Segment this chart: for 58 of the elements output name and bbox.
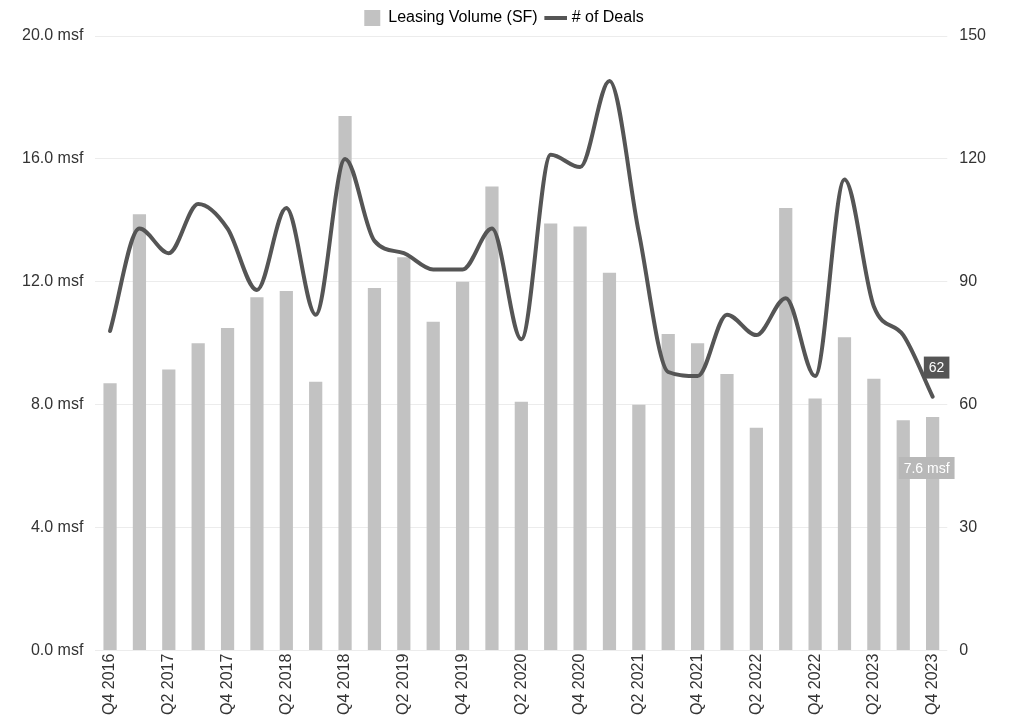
bar [720,374,734,651]
x-tick-label: Q2 2023 [864,653,882,716]
legend-label: Leasing Volume (SF) [388,8,538,26]
bar [749,427,763,651]
x-tick-label: Q2 2019 [394,653,412,716]
bar [544,223,558,651]
bar [602,272,617,651]
bar [455,281,470,651]
y-tick-label: 16.0 msf [22,149,84,167]
x-tick-label: Q4 2016 [100,653,118,716]
y2-tick-label: 0 [959,641,969,659]
x-tick-label: Q2 2018 [276,653,294,716]
y2-tick-label: 90 [959,272,978,290]
x-tick-label: Q4 2019 [452,653,470,716]
y2-tick-label: 150 [959,26,987,44]
bar [690,343,705,651]
y2-tick-label: 120 [959,149,987,167]
x-tick-label: Q4 2018 [335,653,353,716]
bar [279,291,293,651]
y-tick-label: 20.0 msf [22,26,84,44]
bar [191,343,205,651]
x-tick-label: Q4 2017 [217,653,235,716]
bar [573,226,587,651]
x-tick-label: Q2 2022 [746,653,764,716]
bar [514,401,528,651]
x-tick-label: Q4 2022 [805,653,823,716]
y-tick-label: 0.0 msf [30,641,84,659]
bar [779,208,793,651]
x-tick-label: Q4 2021 [688,653,705,716]
bar [250,297,264,651]
x-tick-label: Q2 2021 [629,653,647,716]
x-tick-label: Q4 2020 [570,653,588,716]
bar [367,287,382,651]
bar [309,381,323,651]
legend-label: # of Deals [571,8,644,26]
data-label: 62 [928,359,945,376]
bar [485,186,499,651]
bar [661,334,675,651]
bar [397,257,411,651]
bar [220,327,235,651]
bar [103,383,117,651]
y2-tick-label: 60 [959,395,978,413]
x-tick-label: Q4 2023 [923,653,941,716]
bar [426,321,440,651]
bar [808,398,822,651]
bar [338,115,352,651]
bar [837,337,852,651]
data-label: 7.6 msf [903,459,950,476]
bar [132,214,147,651]
x-tick-label: Q2 2017 [159,653,177,716]
y-tick-label: 12.0 msf [22,272,84,290]
y-tick-label: 8.0 msf [30,395,84,413]
x-tick-label: Q2 2020 [511,653,529,716]
y-tick-label: 4.0 msf [30,518,84,536]
y2-tick-label: 30 [959,518,978,536]
bar [867,378,881,651]
bar [632,404,646,651]
bar [162,369,176,651]
